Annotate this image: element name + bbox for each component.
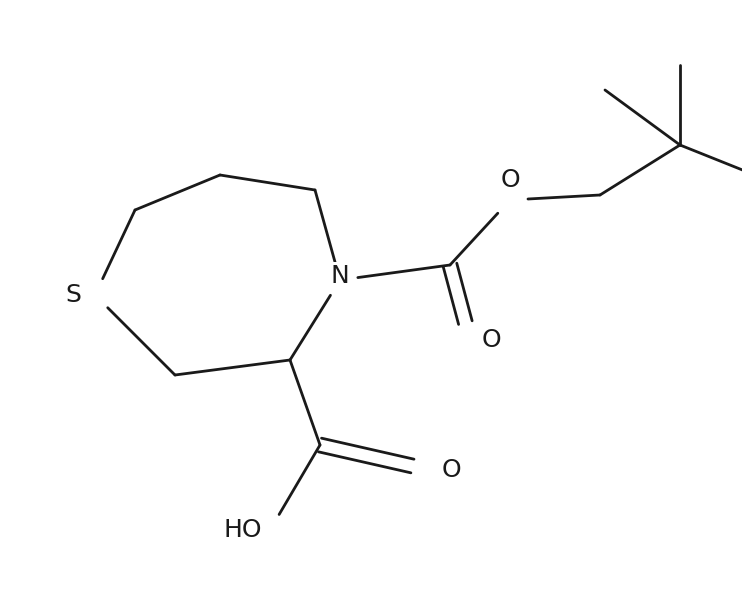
Text: O: O [500,168,520,192]
Text: O: O [482,328,502,352]
Text: S: S [65,283,81,307]
Text: O: O [442,458,462,482]
Text: HO: HO [223,518,262,542]
Text: N: N [331,264,349,288]
